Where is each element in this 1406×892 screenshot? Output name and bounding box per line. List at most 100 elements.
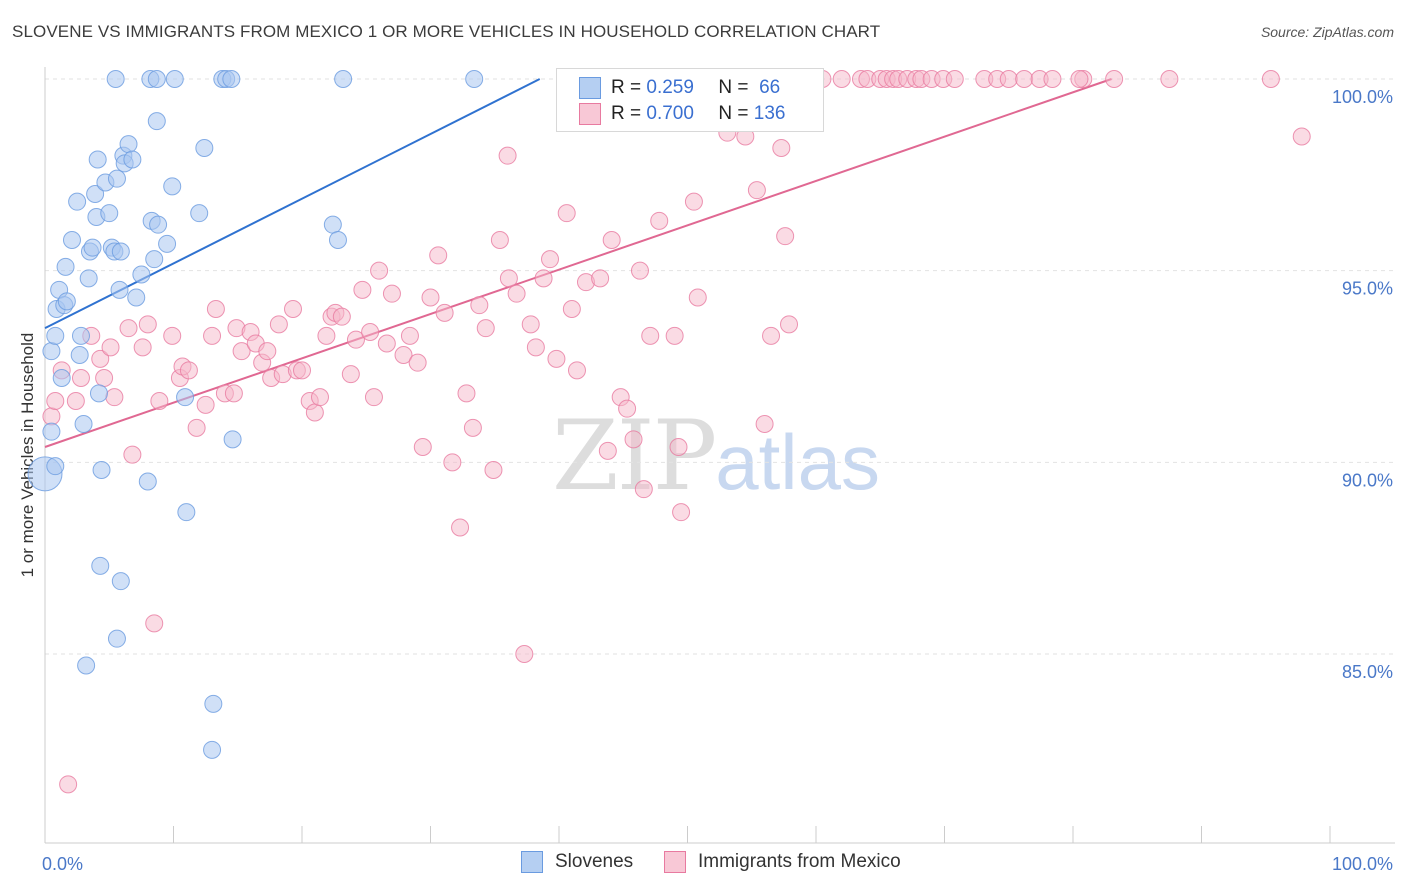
legend-n-label: N = — [718, 77, 749, 98]
point-slovenes — [334, 70, 353, 88]
point-mexico — [1160, 70, 1179, 88]
point-mexico — [138, 315, 157, 334]
point-mexico — [353, 280, 372, 299]
point-slovenes — [83, 238, 102, 257]
point-slovenes — [222, 70, 241, 88]
point-mexico — [224, 384, 243, 403]
point-mexico — [457, 384, 476, 403]
point-mexico — [567, 361, 586, 380]
point-mexico — [484, 461, 503, 479]
point-mexico — [408, 353, 427, 372]
point-slovenes — [223, 430, 242, 449]
point-mexico — [400, 326, 419, 345]
legend-r-value: 0.700 — [646, 103, 694, 124]
y-tick-label: 95.0% — [1342, 279, 1393, 299]
point-slovenes — [127, 288, 146, 307]
point-mexico — [515, 645, 534, 663]
point-mexico — [364, 388, 383, 407]
legend-r-label: R = — [611, 77, 642, 98]
point-mexico — [429, 246, 448, 265]
tick-labels: 85.0% 90.0% 95.0% 100.0% 0.0% 100.0% — [42, 87, 1393, 874]
point-mexico — [421, 288, 440, 307]
point-slovenes — [46, 326, 65, 345]
point-mexico — [476, 319, 495, 338]
point-mexico — [1292, 127, 1311, 146]
point-slovenes — [203, 740, 222, 759]
point-mexico — [346, 330, 365, 349]
point-slovenes — [177, 503, 196, 522]
x-tick-label: 100.0% — [1332, 854, 1393, 874]
point-mexico — [780, 315, 799, 334]
point-slovenes — [46, 457, 65, 476]
point-mexico — [95, 369, 114, 387]
point-mexico — [1105, 70, 1124, 88]
point-mexico — [203, 326, 222, 345]
point-mexico — [762, 326, 781, 345]
point-slovenes — [323, 215, 342, 234]
point-slovenes — [190, 204, 209, 223]
point-mexico — [101, 338, 120, 357]
point-mexico — [232, 342, 251, 361]
point-mexico — [1015, 70, 1034, 88]
point-slovenes — [176, 388, 195, 407]
legend-label-mexico: Immigrants from Mexico — [698, 851, 901, 872]
point-mexico — [832, 70, 851, 88]
legend-item-slovenes: Slovenes — [521, 851, 633, 873]
point-slovenes — [68, 192, 87, 211]
point-mexico — [42, 407, 61, 426]
point-mexico — [541, 250, 560, 269]
point-slovenes — [86, 185, 105, 203]
point-mexico — [187, 418, 206, 437]
point-slovenes — [106, 70, 125, 88]
point-mexico — [269, 315, 288, 334]
point-mexico — [258, 342, 277, 361]
point-slovenes — [132, 265, 151, 284]
point-mexico — [634, 480, 653, 499]
point-mexico — [1070, 70, 1089, 88]
point-mexico — [305, 403, 324, 422]
trend-lines — [44, 78, 1112, 448]
point-mexico — [499, 269, 518, 288]
point-mexico — [684, 192, 703, 211]
point-slovenes — [111, 242, 130, 261]
data-points — [27, 70, 1311, 794]
point-mexico — [470, 296, 489, 315]
point-mexico — [293, 361, 311, 380]
point-mexico — [772, 139, 791, 157]
point-mexico — [145, 614, 164, 633]
point-mexico — [490, 231, 509, 249]
chart-title: SLOVENE VS IMMIGRANTS FROM MEXICO 1 OR M… — [12, 22, 881, 41]
point-mexico — [1043, 70, 1062, 88]
legend-r-label: R = — [611, 103, 642, 124]
point-mexico — [999, 70, 1018, 88]
legend-n-value: 66 — [759, 77, 781, 98]
legend-item-mexico: Immigrants from Mexico — [664, 851, 901, 873]
axes — [44, 67, 1395, 844]
point-mexico — [650, 211, 669, 230]
point-mexico — [641, 326, 660, 345]
point-mexico — [755, 415, 774, 433]
point-mexico — [413, 438, 432, 456]
point-slovenes — [145, 250, 164, 269]
legend-r-value: 0.259 — [646, 77, 694, 98]
legend-row-mexico: R = 0.700 N = 136 — [579, 102, 785, 126]
point-mexico — [196, 395, 215, 414]
point-mexico — [382, 284, 401, 303]
point-mexico — [105, 388, 124, 407]
point-mexico — [317, 326, 336, 345]
point-mexico — [71, 369, 90, 387]
point-slovenes — [138, 472, 157, 491]
point-mexico — [688, 288, 707, 307]
point-mexico — [747, 181, 766, 200]
point-slovenes — [119, 135, 138, 154]
point-mexico — [624, 430, 643, 449]
point-slovenes — [42, 422, 61, 441]
trend-line-mexico — [44, 78, 1112, 448]
point-mexico — [630, 261, 649, 280]
point-mexico — [310, 388, 329, 407]
point-mexico — [123, 445, 142, 464]
point-mexico — [451, 518, 470, 537]
point-slovenes — [89, 384, 108, 403]
point-mexico — [669, 438, 688, 456]
point-mexico — [91, 349, 110, 368]
